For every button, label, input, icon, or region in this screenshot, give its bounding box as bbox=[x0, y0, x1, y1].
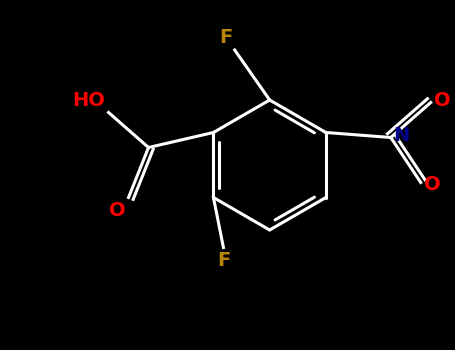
Text: HO: HO bbox=[73, 91, 106, 110]
Text: O: O bbox=[424, 175, 440, 194]
Text: N: N bbox=[393, 126, 409, 145]
Text: F: F bbox=[219, 28, 233, 47]
Text: O: O bbox=[434, 91, 450, 110]
Text: F: F bbox=[217, 252, 230, 271]
Text: O: O bbox=[109, 202, 126, 220]
